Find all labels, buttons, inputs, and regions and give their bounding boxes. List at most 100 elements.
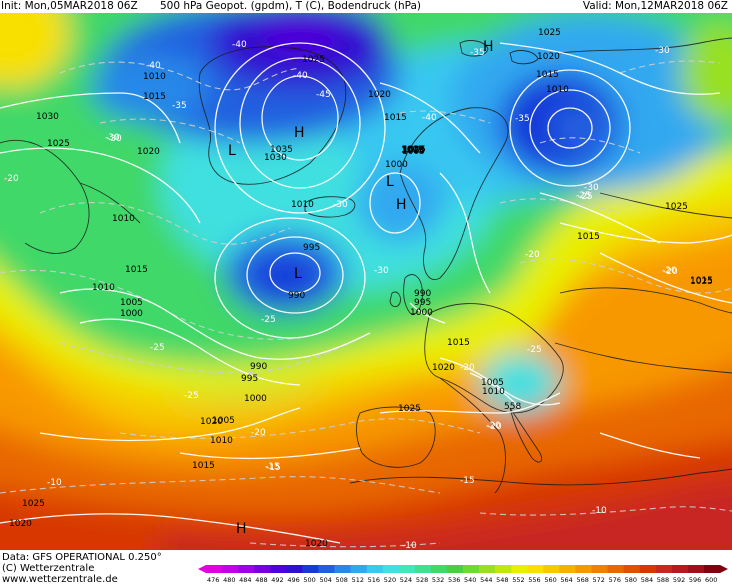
isobar-label: 1015 [143,92,166,102]
isotherm-label: -45 [316,90,331,100]
colorbar-label: 548 [496,576,508,584]
isobar-label: 1025 [690,277,713,287]
pressure-center-L-atlantic: L [294,266,302,282]
isobar-label: 1020 [305,539,328,549]
colorbar-cell [607,565,625,573]
isobar-label: 1025 [47,139,70,149]
isobar-label: 1020 [402,146,425,156]
isobar-label: 995 [414,298,431,308]
isobar-label: 990 [288,291,305,301]
isotherm-label: -30 [584,183,599,193]
weather-map: H L H L H L H 1025 1020 1015 1010 1010 1… [0,13,732,550]
colorbar-cell [591,565,609,573]
isotherm-label: -30 [105,133,120,143]
isotherm-label: -40 [293,71,308,81]
isotherm-label: -35 [515,114,530,124]
colorbar-cell [206,565,223,573]
isobar-label: 1020 [9,519,32,529]
colorbar-cell [414,565,432,573]
colorbar-label: 592 [673,576,685,584]
colorbar-label: 552 [512,576,524,584]
isobar-label: 1020 [537,52,560,62]
isobar-label: 1015 [401,145,424,155]
isotherm-label: -25 [261,315,276,325]
isobar-label: 1030 [264,153,287,163]
isotherm-label: -10 [592,506,607,516]
colorbar-cell [286,565,303,573]
isobar-label: 1005 [401,146,424,156]
isotherm-label: -25 [184,391,199,401]
colorbar-label: 500 [303,576,315,584]
colorbar-label: 600 [705,576,717,584]
isobar-label: 1010 [143,72,166,82]
chart-title: 500 hPa Geopot. (gpdm), T (C), Bodendruc… [160,0,421,12]
pressure-center-L-greenland: L [228,143,236,159]
isobar-label: 1000 [244,394,267,404]
colorbar-arrow-right [720,565,728,573]
colorbar-label: 576 [609,576,621,584]
colorbar-label: 480 [223,576,235,584]
colorbar-cell [430,565,448,573]
isotherm-labels: -40 -40 -35 -40 -45 -40 -35 -30 -30 -35 … [4,40,678,550]
isotherm-label: -25 [576,191,591,201]
colorbar-label: 532 [432,576,444,584]
isotherm-label: -25 [578,192,593,202]
isobar-label: 1025 [302,55,325,65]
isobar-label: 1010 [482,387,505,397]
isotherm-label: -20 [662,266,677,276]
colorbar-cell [479,565,496,573]
isobar-label: 1005 [120,298,143,308]
colorbar-cell [382,565,400,573]
colorbar-cell [511,565,528,573]
colorbar-label: 528 [416,576,428,584]
colorbar-label: 516 [368,576,380,584]
colorbar-cell [671,565,689,573]
isotherm-label: -10 [402,541,417,550]
colorbar-labels: 476 480 484 488 492 496 500 504 508 512 516 520 524 5… [207,576,717,584]
isobar-label: 1010 [546,85,569,95]
colorbar-label: 508 [336,576,348,584]
isobar-label: 1025 [398,404,421,414]
colorbar-cell [446,565,464,573]
colorbar-label: 588 [657,576,669,584]
isotherm-label: -40 [146,61,161,71]
isobar-label: 1015 [125,265,148,275]
isobar-label: 1025 [665,202,688,212]
chart-footer: Data: GFS OPERATIONAL 0.250° (C) Wetterz… [0,550,732,587]
isotherm-label: -25 [150,343,165,353]
isobar-label: 1005 [212,416,235,426]
colorbar-arrow-left [198,565,206,573]
isobar-label: 1015 [690,276,713,286]
isotherm-label: -20 [486,421,501,431]
isobars [0,42,732,544]
isotherm-label: -30 [374,266,389,276]
isotherm-label: -15 [265,462,280,472]
colorbar-cell [270,565,287,573]
isotherm-label: -20 [487,422,502,432]
isobar-label: 1010 [112,214,135,224]
valid-time: Valid: Mon,12MAR2018 06Z [582,0,728,12]
isobar-label: 1010 [210,436,233,446]
isobar-label: 1015 [192,461,215,471]
isotherm-label: -15 [460,476,475,486]
isobar-label: 1020 [200,417,223,427]
colorbar-cell [398,565,416,573]
isobar-label: 1015 [447,338,470,348]
colorbar-label: 524 [400,576,412,584]
colorbar-label: 568 [576,576,588,584]
colorbar-cell [334,565,352,573]
colorbar-cell [703,565,721,573]
isotherm-label: -35 [470,48,485,58]
coastlines [0,37,732,494]
pressure-center-L-norwegian: L [386,174,394,190]
isobar-label: 1020 [432,363,455,373]
colorbar-label: 488 [255,576,267,584]
isobar-label: 1030 [36,112,59,122]
isobar-label: 1015 [384,113,407,123]
colorbar-cell [655,565,673,573]
isotherm-label: -30 [107,134,122,144]
colorbar-label: 476 [207,576,219,584]
isobar-label: 1000 [385,160,408,170]
colorbar-cell [254,565,271,573]
colorbar-cell [687,565,705,573]
